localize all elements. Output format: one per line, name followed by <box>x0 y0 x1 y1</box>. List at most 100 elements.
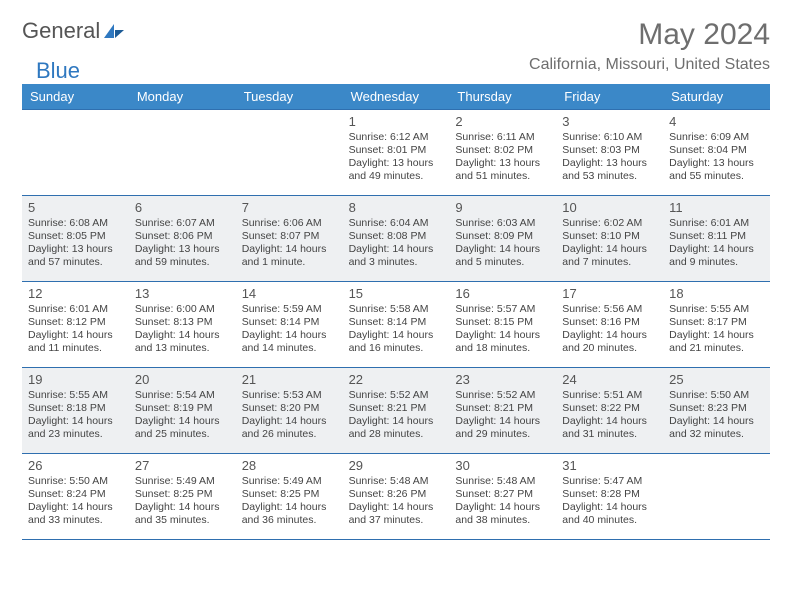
day-info: Sunrise: 5:55 AMSunset: 8:18 PMDaylight:… <box>28 389 123 442</box>
day-number: 6 <box>135 200 230 215</box>
day-info: Sunrise: 6:02 AMSunset: 8:10 PMDaylight:… <box>562 217 657 270</box>
calendar-page: General May 2024 Blue California, Missou… <box>0 0 792 550</box>
calendar-cell: 25 Sunrise: 5:50 AMSunset: 8:23 PMDayligh… <box>663 367 770 453</box>
calendar-cell: 14 Sunrise: 5:59 AMSunset: 8:14 PMDayligh… <box>236 281 343 367</box>
day-number: 17 <box>562 286 657 301</box>
day-info: Sunrise: 5:49 AMSunset: 8:25 PMDaylight:… <box>242 475 337 528</box>
day-number: 23 <box>455 372 550 387</box>
day-info: Sunrise: 6:12 AMSunset: 8:01 PMDaylight:… <box>349 131 444 184</box>
day-number: 7 <box>242 200 337 215</box>
day-number: 4 <box>669 114 764 129</box>
calendar-cell <box>236 109 343 195</box>
calendar-cell: 29 Sunrise: 5:48 AMSunset: 8:26 PMDayligh… <box>343 453 450 539</box>
day-number: 31 <box>562 458 657 473</box>
calendar-cell: 18 Sunrise: 5:55 AMSunset: 8:17 PMDayligh… <box>663 281 770 367</box>
day-info: Sunrise: 5:55 AMSunset: 8:17 PMDaylight:… <box>669 303 764 356</box>
day-number: 19 <box>28 372 123 387</box>
calendar-cell <box>663 453 770 539</box>
calendar-cell: 9 Sunrise: 6:03 AMSunset: 8:09 PMDaylight… <box>449 195 556 281</box>
day-info: Sunrise: 5:59 AMSunset: 8:14 PMDaylight:… <box>242 303 337 356</box>
day-number: 5 <box>28 200 123 215</box>
location-text: California, Missouri, United States <box>529 56 770 74</box>
calendar-cell: 15Sunrise: 5:58 AMSunset: 8:14 PMDayligh… <box>343 281 450 367</box>
calendar-cell: 16 Sunrise: 5:57 AMSunset: 8:15 PMDayligh… <box>449 281 556 367</box>
weekday-header: Wednesday <box>343 84 450 109</box>
calendar-cell: 21 Sunrise: 5:53 AMSunset: 8:20 PMDayligh… <box>236 367 343 453</box>
day-number: 12 <box>28 286 123 301</box>
day-number: 20 <box>135 372 230 387</box>
calendar-cell <box>22 109 129 195</box>
calendar-cell: 17 Sunrise: 5:56 AMSunset: 8:16 PMDayligh… <box>556 281 663 367</box>
day-number: 21 <box>242 372 337 387</box>
month-title: May 2024 <box>638 18 770 52</box>
day-number: 26 <box>28 458 123 473</box>
calendar-cell: 26Sunrise: 5:50 AMSunset: 8:24 PMDayligh… <box>22 453 129 539</box>
day-info: Sunrise: 6:09 AMSunset: 8:04 PMDaylight:… <box>669 131 764 184</box>
calendar-cell: 1 Sunrise: 6:12 AMSunset: 8:01 PMDaylight… <box>343 109 450 195</box>
calendar-cell: 12 Sunrise: 6:01 AMSunset: 8:12 PMDayligh… <box>22 281 129 367</box>
day-number: 8 <box>349 200 444 215</box>
brand-blue: Blue <box>36 58 80 84</box>
day-number: 1 <box>349 114 444 129</box>
day-info: Sunrise: 6:07 AMSunset: 8:06 PMDaylight:… <box>135 217 230 270</box>
day-info: Sunrise: 5:54 AMSunset: 8:19 PMDaylight:… <box>135 389 230 442</box>
day-info: Sunrise: 5:52 AMSunset: 8:21 PMDaylight:… <box>349 389 444 442</box>
calendar-cell: 11Sunrise: 6:01 AMSunset: 8:11 PMDayligh… <box>663 195 770 281</box>
sail-icon <box>102 22 126 40</box>
calendar-cell: 8Sunrise: 6:04 AMSunset: 8:08 PMDaylight… <box>343 195 450 281</box>
day-number: 29 <box>349 458 444 473</box>
weekday-header: Thursday <box>449 84 556 109</box>
calendar-cell: 19 Sunrise: 5:55 AMSunset: 8:18 PMDayligh… <box>22 367 129 453</box>
day-info: Sunrise: 5:48 AMSunset: 8:27 PMDaylight:… <box>455 475 550 528</box>
calendar-cell: 22 Sunrise: 5:52 AMSunset: 8:21 PMDayligh… <box>343 367 450 453</box>
calendar-cell: 7 Sunrise: 6:06 AMSunset: 8:07 PMDaylight… <box>236 195 343 281</box>
calendar-cell: 28Sunrise: 5:49 AMSunset: 8:25 PMDayligh… <box>236 453 343 539</box>
calendar-cell: 5 Sunrise: 6:08 AMSunset: 8:05 PMDaylight… <box>22 195 129 281</box>
calendar-cell: 27Sunrise: 5:49 AMSunset: 8:25 PMDayligh… <box>129 453 236 539</box>
day-info: Sunrise: 6:11 AMSunset: 8:02 PMDaylight:… <box>455 131 550 184</box>
day-number: 14 <box>242 286 337 301</box>
weekday-header: Saturday <box>663 84 770 109</box>
calendar-cell: 24 Sunrise: 5:51 AMSunset: 8:22 PMDayligh… <box>556 367 663 453</box>
day-number: 22 <box>349 372 444 387</box>
day-number: 2 <box>455 114 550 129</box>
day-info: Sunrise: 5:48 AMSunset: 8:26 PMDaylight:… <box>349 475 444 528</box>
day-number: 10 <box>562 200 657 215</box>
day-info: Sunrise: 5:52 AMSunset: 8:21 PMDaylight:… <box>455 389 550 442</box>
header-row: General May 2024 <box>22 18 770 52</box>
calendar-cell: 30 Sunrise: 5:48 AMSunset: 8:27 PMDayligh… <box>449 453 556 539</box>
day-number: 9 <box>455 200 550 215</box>
day-info: Sunrise: 5:58 AMSunset: 8:14 PMDaylight:… <box>349 303 444 356</box>
day-info: Sunrise: 6:01 AMSunset: 8:12 PMDaylight:… <box>28 303 123 356</box>
day-info: Sunrise: 5:50 AMSunset: 8:23 PMDaylight:… <box>669 389 764 442</box>
weekday-header: Sunday <box>22 84 129 109</box>
day-info: Sunrise: 6:01 AMSunset: 8:11 PMDaylight:… <box>669 217 764 270</box>
day-number: 25 <box>669 372 764 387</box>
day-number: 30 <box>455 458 550 473</box>
weekday-header: Tuesday <box>236 84 343 109</box>
calendar-cell: 31Sunrise: 5:47 AMSunset: 8:28 PMDayligh… <box>556 453 663 539</box>
calendar-cell <box>129 109 236 195</box>
day-info: Sunrise: 6:00 AMSunset: 8:13 PMDaylight:… <box>135 303 230 356</box>
calendar-body: 1 Sunrise: 6:12 AMSunset: 8:01 PMDaylight… <box>22 109 770 540</box>
day-info: Sunrise: 6:10 AMSunset: 8:03 PMDaylight:… <box>562 131 657 184</box>
day-info: Sunrise: 5:56 AMSunset: 8:16 PMDaylight:… <box>562 303 657 356</box>
calendar-cell: 20 Sunrise: 5:54 AMSunset: 8:19 PMDayligh… <box>129 367 236 453</box>
day-info: Sunrise: 6:08 AMSunset: 8:05 PMDaylight:… <box>28 217 123 270</box>
day-info: Sunrise: 5:57 AMSunset: 8:15 PMDaylight:… <box>455 303 550 356</box>
day-number: 24 <box>562 372 657 387</box>
day-info: Sunrise: 5:53 AMSunset: 8:20 PMDaylight:… <box>242 389 337 442</box>
day-number: 18 <box>669 286 764 301</box>
day-info: Sunrise: 6:03 AMSunset: 8:09 PMDaylight:… <box>455 217 550 270</box>
calendar-cell: 10 Sunrise: 6:02 AMSunset: 8:10 PMDayligh… <box>556 195 663 281</box>
day-info: Sunrise: 6:06 AMSunset: 8:07 PMDaylight:… <box>242 217 337 270</box>
brand-logo: General <box>22 18 128 44</box>
day-number: 16 <box>455 286 550 301</box>
day-number: 27 <box>135 458 230 473</box>
calendar-cell: 3Sunrise: 6:10 AMSunset: 8:03 PMDaylight… <box>556 109 663 195</box>
weekday-header: Monday <box>129 84 236 109</box>
brand-general: General <box>22 18 100 44</box>
calendar-bottom-border <box>22 539 770 540</box>
calendar-cell: 4 Sunrise: 6:09 AMSunset: 8:04 PMDaylight… <box>663 109 770 195</box>
day-info: Sunrise: 5:51 AMSunset: 8:22 PMDaylight:… <box>562 389 657 442</box>
